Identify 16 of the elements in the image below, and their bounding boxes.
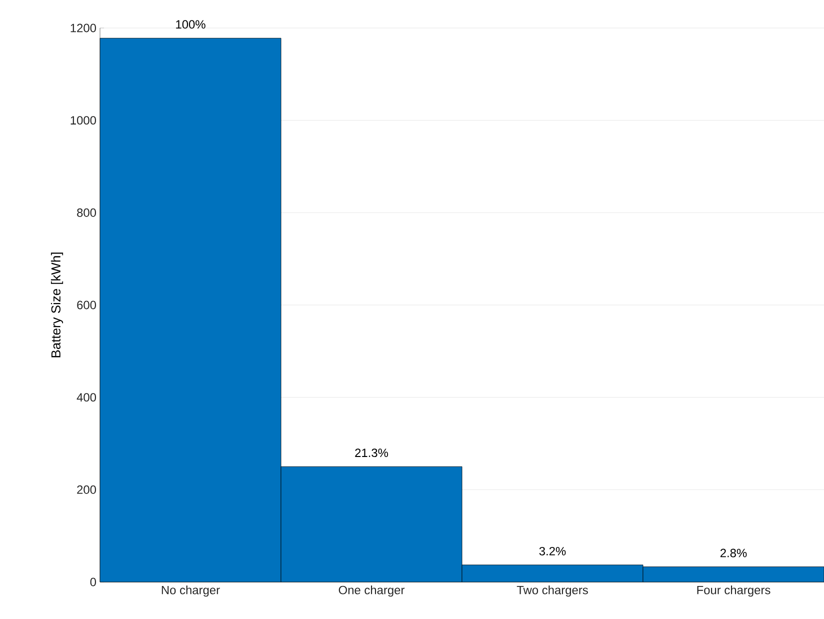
x-tick-label: Two chargers bbox=[516, 586, 588, 597]
y-tick-label: 1000 bbox=[70, 116, 96, 125]
x-tick-label: Four chargers bbox=[697, 586, 770, 597]
y-tick-label: 600 bbox=[77, 300, 96, 310]
y-tick-label: 400 bbox=[76, 393, 96, 402]
y-tick-label: 1200 bbox=[70, 24, 96, 32]
y-tick-label: 200 bbox=[77, 485, 96, 494]
x-tick-label: One charger bbox=[338, 586, 405, 597]
y-tick-label: 800 bbox=[77, 208, 96, 217]
x-tick-label: No charger bbox=[162, 586, 220, 597]
y-tick-label: 0 bbox=[90, 578, 96, 586]
annotation: 2.8% bbox=[720, 548, 747, 558]
annotation: 3.2% bbox=[539, 546, 566, 556]
annotation: 21.3% bbox=[355, 448, 388, 458]
annotation: 100% bbox=[176, 20, 206, 29]
y-axis-title: Battery Size [kWh] bbox=[50, 252, 64, 358]
